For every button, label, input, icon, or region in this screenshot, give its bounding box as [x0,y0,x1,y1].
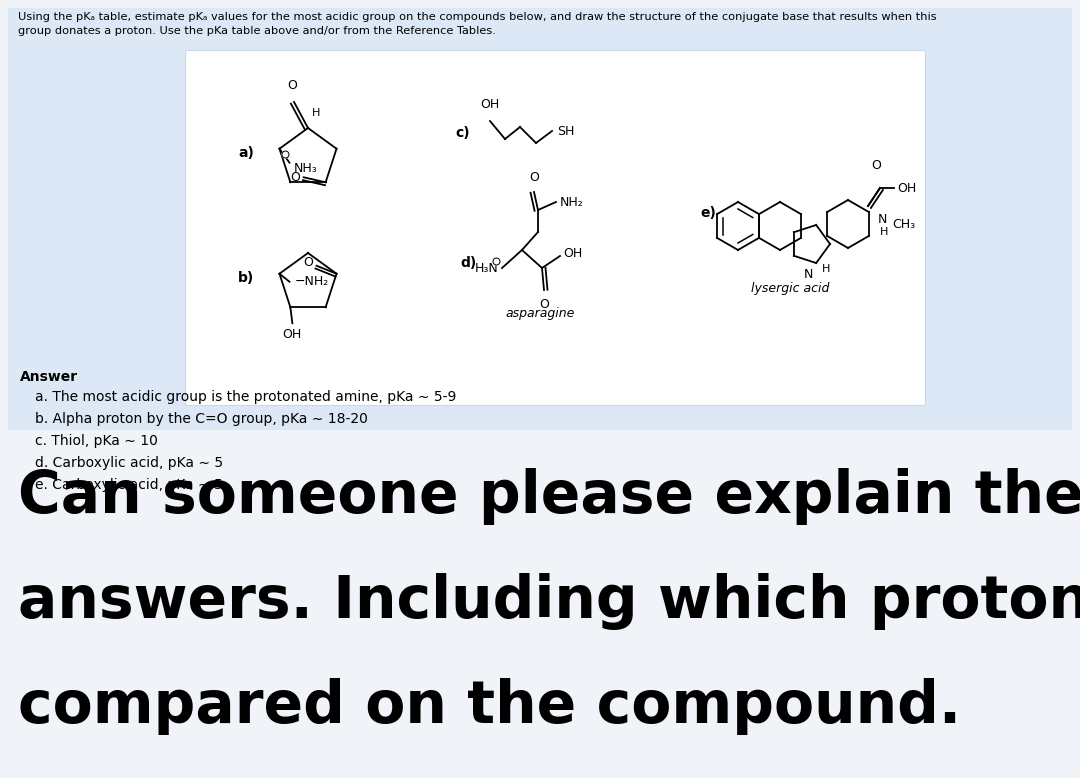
Text: OH: OH [897,181,916,194]
Text: N: N [878,212,888,226]
Text: c. Thiol, pKa ∼ 10: c. Thiol, pKa ∼ 10 [35,434,158,448]
Text: SH: SH [557,124,575,138]
Text: H: H [880,227,889,237]
Text: a. The most acidic group is the protonated amine, pKa ∼ 5-9: a. The most acidic group is the protonat… [35,390,457,404]
Text: b): b) [238,271,254,285]
Text: Can someone please explain these: Can someone please explain these [18,468,1080,525]
Text: OH: OH [283,328,302,342]
FancyBboxPatch shape [8,8,1072,430]
Text: lysergic acid: lysergic acid [751,282,829,295]
Text: NH₂: NH₂ [561,195,584,209]
Text: OH: OH [481,98,500,111]
Text: −NH₂: −NH₂ [295,275,328,288]
Text: Using the pKₐ table, estimate pKₐ values for the most acidic group on the compou: Using the pKₐ table, estimate pKₐ values… [18,12,936,22]
Text: O: O [291,170,300,184]
Text: b. Alpha proton by the C=O group, pKa ∼ 18-20: b. Alpha proton by the C=O group, pKa ∼ … [35,412,368,426]
Text: N: N [804,268,812,281]
FancyBboxPatch shape [185,50,924,405]
Text: e. Carboxylic acid, pKa ∼ 5: e. Carboxylic acid, pKa ∼ 5 [35,478,222,492]
Text: c): c) [455,126,470,140]
Text: d. Carboxylic acid, pKa ∼ 5: d. Carboxylic acid, pKa ∼ 5 [35,456,224,470]
Text: group donates a proton. Use the pKa table above and/or from the Reference Tables: group donates a proton. Use the pKa tabl… [18,26,496,36]
Text: answers. Including which protons being: answers. Including which protons being [18,573,1080,630]
Text: d): d) [460,256,476,270]
Text: O: O [303,256,313,269]
Text: O: O [529,171,539,184]
Text: H: H [312,108,321,118]
Text: CH₃: CH₃ [892,218,915,230]
Text: O: O [287,79,297,92]
Text: OH: OH [563,247,582,260]
Text: H: H [822,264,831,274]
Text: O: O [539,298,549,311]
Text: Answer: Answer [21,370,78,384]
Text: asparagine: asparagine [505,307,575,320]
Text: H₃N: H₃N [474,261,498,275]
Text: O: O [872,159,881,172]
Text: a): a) [238,146,254,160]
Text: NH₃: NH₃ [294,163,318,175]
Text: e): e) [700,206,716,220]
Text: compared on the compound.: compared on the compound. [18,678,961,735]
